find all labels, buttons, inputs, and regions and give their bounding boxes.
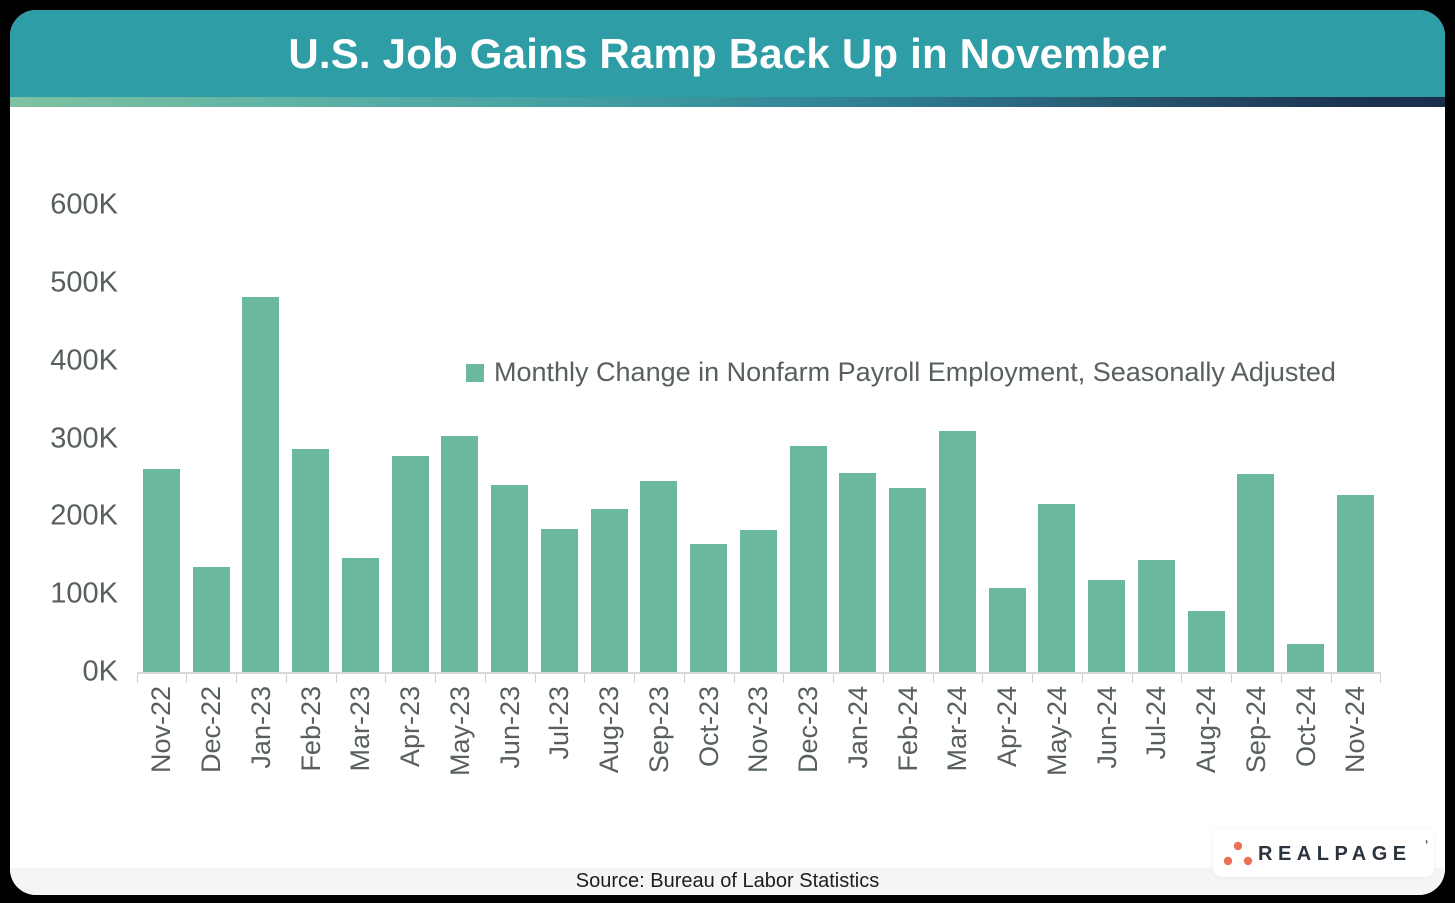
axis-tick <box>1280 674 1282 683</box>
y-axis-label: 500K <box>50 266 118 299</box>
axis-tick <box>186 674 188 683</box>
x-axis-label: Jun-24 <box>1091 686 1122 769</box>
axis-tick <box>833 674 834 683</box>
bar-Jan-24 <box>839 473 877 672</box>
x-axis-label: Aug-24 <box>1191 686 1222 774</box>
axis-tick <box>236 674 237 683</box>
bar-Feb-23 <box>292 449 330 672</box>
axis-tick <box>1081 674 1083 683</box>
x-axis-label: Jul-23 <box>544 686 575 760</box>
x-axis-label: Oct-24 <box>1290 686 1321 768</box>
y-axis-label: 0K <box>82 655 118 688</box>
axis-tick <box>534 674 536 683</box>
page-title: U.S. Job Gains Ramp Back Up in November <box>288 29 1167 77</box>
x-axis-line <box>136 672 1382 674</box>
axis-tick <box>435 674 436 683</box>
axis-tick <box>783 674 785 683</box>
x-axis-label: Apr-24 <box>992 686 1023 768</box>
realpage-dots-icon <box>1223 841 1253 866</box>
x-axis-label: Sep-23 <box>643 686 674 774</box>
bar-Oct-23 <box>690 544 728 672</box>
y-axis-label: 600K <box>50 188 118 221</box>
bar-Feb-24 <box>889 488 927 672</box>
axis-tick <box>484 674 486 683</box>
bar-Dec-23 <box>789 446 827 672</box>
source-strip: Source: Bureau of Labor Statistics <box>10 868 1445 895</box>
x-axis-label: Nov-23 <box>743 686 774 774</box>
axis-tick <box>1181 674 1183 683</box>
axis-tick <box>385 674 387 683</box>
x-axis-label: Dec-22 <box>196 686 227 774</box>
x-axis-label: Mar-23 <box>345 686 376 772</box>
y-axis-label: 400K <box>50 344 118 377</box>
header-gradient-strip <box>10 97 1445 107</box>
source-text: Source: Bureau of Labor Statistics <box>575 870 880 892</box>
bar-Jun-24 <box>1088 580 1126 672</box>
axis-tick <box>733 674 735 683</box>
bar-Oct-24 <box>1287 644 1325 672</box>
axis-tick <box>285 674 287 683</box>
axis-tick <box>584 674 586 683</box>
x-axis-label: Apr-23 <box>395 686 426 768</box>
x-axis-label: Jan-24 <box>842 686 873 769</box>
x-axis-label: Nov-24 <box>1340 686 1371 774</box>
bar-Aug-23 <box>590 509 628 672</box>
bar-Jul-23 <box>540 529 578 672</box>
y-axis-label: 200K <box>50 499 118 532</box>
axis-tick <box>982 674 984 683</box>
bar-Nov-23 <box>739 530 777 672</box>
bar-Jun-23 <box>491 485 529 672</box>
bar-Mar-24 <box>938 431 976 672</box>
title-bar: U.S. Job Gains Ramp Back Up in November <box>10 10 1445 97</box>
y-axis-label: 100K <box>50 577 118 610</box>
axis-tick <box>335 674 337 683</box>
y-axis-label: 300K <box>50 422 118 455</box>
axis-tick <box>683 674 685 683</box>
x-axis-label: Mar-24 <box>942 686 973 772</box>
axis-tick <box>634 674 635 683</box>
bar-Apr-23 <box>391 456 429 672</box>
bar-May-24 <box>1038 504 1076 672</box>
axis-tick <box>1330 674 1332 683</box>
legend-label: Monthly Change in Nonfarm Payroll Employ… <box>494 357 1336 387</box>
axis-tick <box>882 674 884 683</box>
bar-Nov-24 <box>1336 495 1374 672</box>
x-axis-label: Feb-24 <box>892 686 923 772</box>
x-axis-label: Feb-23 <box>295 686 326 772</box>
bar-Sep-23 <box>640 481 678 672</box>
x-axis-label: May-23 <box>444 686 475 777</box>
axis-tick <box>932 674 934 683</box>
legend-swatch-icon <box>466 363 484 382</box>
bar-chart-plot: Monthly Change in Nonfarm Payroll Employ… <box>10 107 1445 868</box>
bar-Dec-22 <box>192 567 230 672</box>
x-axis-label: May-24 <box>1041 686 1072 777</box>
bar-Jan-23 <box>242 297 280 672</box>
bar-Jul-24 <box>1137 560 1175 672</box>
axis-tick <box>1231 674 1232 683</box>
x-axis-label: Oct-23 <box>693 686 724 768</box>
trademark-tick: ’ <box>1424 839 1428 851</box>
axis-tick <box>1131 674 1133 683</box>
x-axis-label: Jul-24 <box>1141 686 1172 760</box>
realpage-logo: REALPAGE ’ <box>1213 829 1434 877</box>
x-axis-label: Nov-22 <box>146 686 177 774</box>
axis-tick <box>1032 674 1033 683</box>
x-axis-label: Jun-23 <box>494 686 525 769</box>
x-axis-label: Sep-24 <box>1240 686 1271 774</box>
axis-tick <box>136 674 138 683</box>
bar-Nov-22 <box>142 469 180 672</box>
bar-May-23 <box>441 436 479 672</box>
infographic-card: U.S. Job Gains Ramp Back Up in November … <box>10 10 1445 895</box>
x-axis-label: Aug-23 <box>594 686 625 774</box>
bar-Apr-24 <box>988 588 1026 672</box>
x-axis-label: Jan-23 <box>245 686 276 769</box>
bar-Aug-24 <box>1187 611 1225 672</box>
chart-legend: Monthly Change in Nonfarm Payroll Employ… <box>466 357 1336 388</box>
bar-Sep-24 <box>1237 474 1275 672</box>
x-axis-label: Dec-23 <box>793 686 824 774</box>
axis-tick <box>1380 674 1382 683</box>
realpage-logo-text: REALPAGE <box>1258 843 1412 865</box>
bar-Mar-23 <box>341 558 379 672</box>
